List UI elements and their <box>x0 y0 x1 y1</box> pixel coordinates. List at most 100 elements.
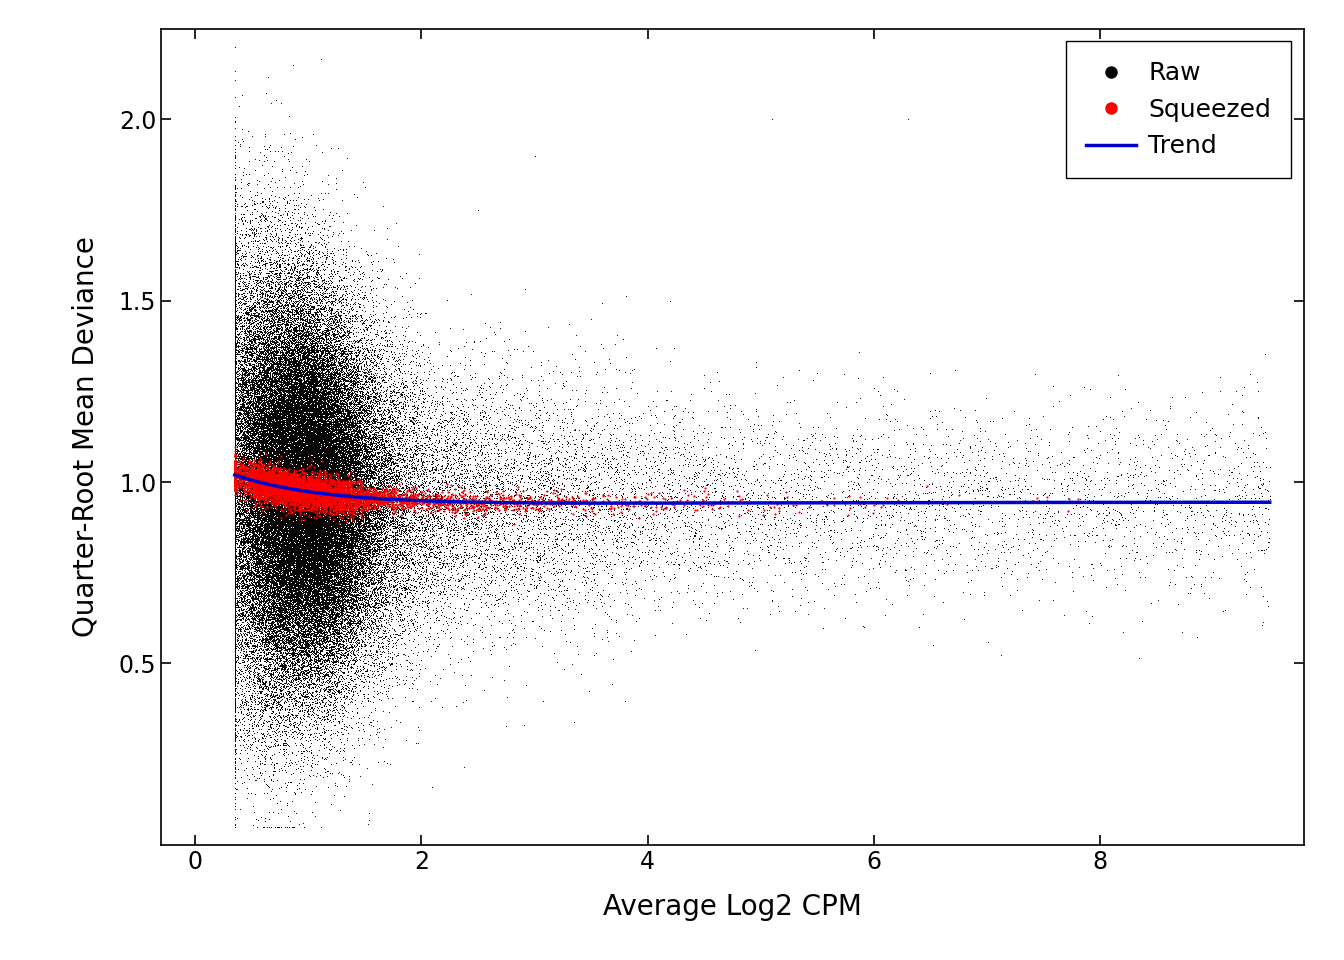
Point <box>300 576 321 591</box>
Point <box>294 401 316 417</box>
Point <box>224 428 246 444</box>
Point <box>274 562 296 577</box>
Point <box>245 403 266 419</box>
Point <box>314 436 336 451</box>
Point <box>344 533 366 548</box>
Point <box>343 588 364 603</box>
Point <box>321 481 343 496</box>
Point <box>325 478 347 493</box>
Point <box>325 588 347 604</box>
Point <box>253 386 274 401</box>
Point <box>224 536 246 551</box>
Point <box>280 650 301 665</box>
Point <box>270 462 292 477</box>
Point <box>274 398 296 414</box>
Point <box>285 626 306 641</box>
Point <box>249 423 270 439</box>
Point <box>259 503 281 518</box>
Point <box>314 299 336 314</box>
Point <box>324 616 345 632</box>
Point <box>716 506 738 521</box>
Point <box>710 485 731 500</box>
Point <box>262 446 284 462</box>
Point <box>277 472 298 488</box>
Point <box>341 484 363 499</box>
Point <box>258 571 280 587</box>
Point <box>339 444 360 460</box>
Point <box>332 499 353 515</box>
Point <box>288 480 309 495</box>
Point <box>405 437 426 452</box>
Point <box>226 454 247 469</box>
Point <box>255 556 277 571</box>
Point <box>310 348 332 363</box>
Point <box>379 446 401 462</box>
Point <box>251 765 273 780</box>
Point <box>277 538 298 553</box>
Point <box>310 423 332 439</box>
Point <box>251 636 273 652</box>
Point <box>251 479 273 494</box>
Point <box>324 484 345 499</box>
Point <box>249 367 270 382</box>
Point <box>271 374 293 390</box>
Point <box>284 441 305 456</box>
Point <box>224 443 246 458</box>
Point <box>366 611 387 626</box>
Point <box>266 396 288 412</box>
Point <box>224 480 246 495</box>
Point <box>324 493 345 509</box>
Point <box>1211 548 1232 564</box>
Point <box>593 479 614 494</box>
Point <box>224 532 246 547</box>
Point <box>273 530 294 545</box>
Point <box>288 535 309 550</box>
Point <box>226 488 247 503</box>
Point <box>310 573 332 588</box>
Point <box>234 521 255 537</box>
Point <box>309 506 331 521</box>
Point <box>269 518 290 534</box>
Point <box>286 469 308 485</box>
Point <box>238 405 259 420</box>
Point <box>224 493 246 509</box>
Point <box>310 533 332 548</box>
Point <box>251 555 273 570</box>
Point <box>288 340 309 355</box>
Point <box>238 495 259 511</box>
Point <box>271 334 293 349</box>
Point <box>267 457 289 472</box>
Point <box>270 676 292 691</box>
Point <box>245 559 266 574</box>
Point <box>293 565 314 581</box>
Point <box>347 348 368 363</box>
Point <box>288 563 309 578</box>
Point <box>224 211 246 227</box>
Point <box>331 509 352 524</box>
Point <box>261 478 282 493</box>
Point <box>306 506 328 521</box>
Point <box>286 515 308 530</box>
Point <box>305 613 327 629</box>
Point <box>374 399 395 415</box>
Point <box>313 398 335 414</box>
Point <box>341 582 363 597</box>
Point <box>285 426 306 442</box>
Point <box>250 476 271 492</box>
Point <box>321 582 343 597</box>
Point <box>392 497 414 513</box>
Point <box>403 586 425 601</box>
Point <box>827 449 848 465</box>
Point <box>339 502 360 517</box>
Point <box>277 514 298 529</box>
Point <box>242 550 263 565</box>
Point <box>286 588 308 603</box>
Point <box>258 584 280 599</box>
Point <box>327 674 348 689</box>
Point <box>356 415 378 430</box>
Point <box>497 396 519 412</box>
Point <box>227 450 249 466</box>
Point <box>478 575 500 590</box>
Point <box>378 475 399 491</box>
Point <box>284 393 305 408</box>
